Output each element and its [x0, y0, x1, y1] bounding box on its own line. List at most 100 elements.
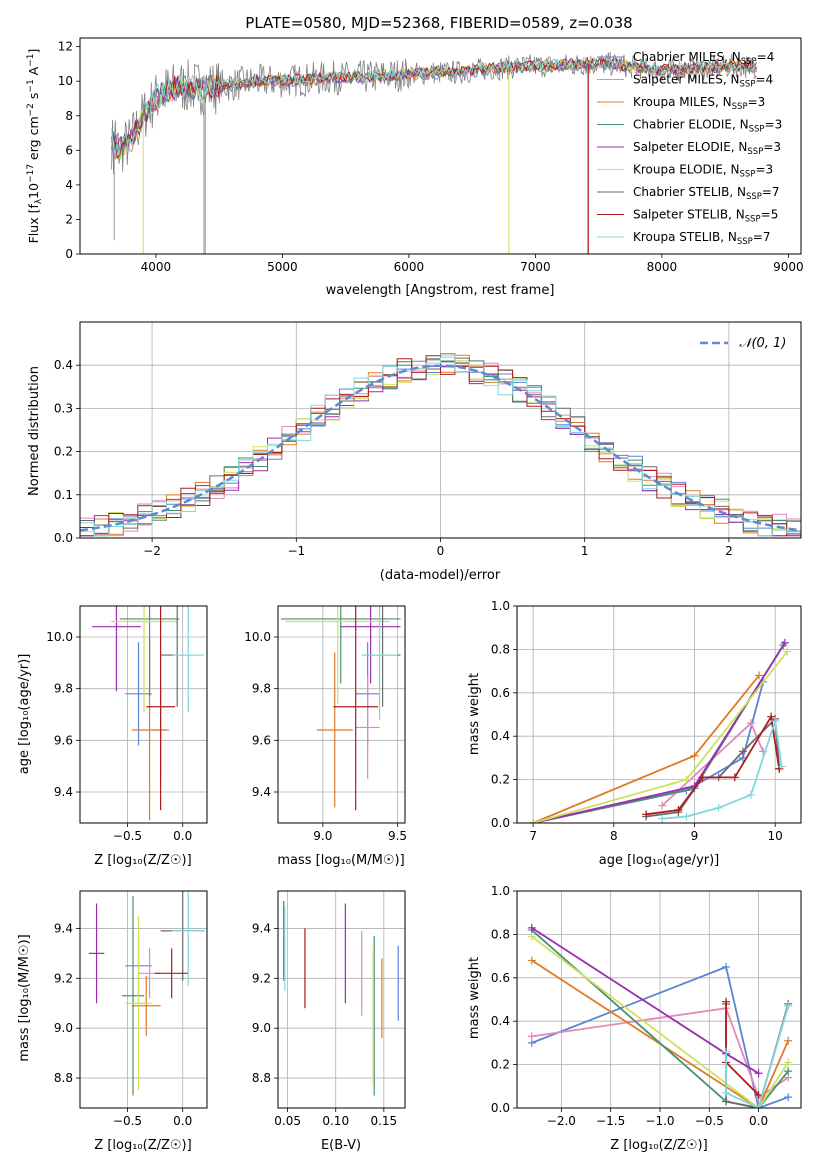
mass-weight-marker: [527, 1032, 536, 1041]
axes-frame: [79, 321, 802, 539]
axes-frame: [277, 605, 406, 824]
y-tick-label: 0.4: [491, 1014, 510, 1028]
age-vs-mass-xlabel: mass [log₁₀(M/M☉)]: [277, 853, 404, 868]
mass-weight-marker: [771, 717, 780, 726]
plot-area: [283, 900, 399, 1096]
mass-weight-marker: [783, 647, 792, 656]
mass-vs-ebv-xlabel: E(B-V): [321, 1138, 361, 1153]
y-tick-label: 1.0: [491, 884, 510, 898]
y-tick-label: 8.8: [252, 1071, 271, 1085]
y-tick-label: 9.4: [252, 921, 271, 935]
mass-weight-marker: [746, 719, 755, 728]
legend-label: Chabrier STELIB, NSSP=7: [633, 185, 780, 202]
mass-weight-marker: [754, 1069, 763, 1078]
mass-weight-marker: [698, 773, 707, 782]
y-tick-label: 0.0: [491, 1101, 510, 1115]
legend-label: 𝒩(0, 1): [739, 336, 786, 351]
mass-weight-marker: [529, 819, 538, 823]
normal-distribution-curve: [80, 364, 801, 532]
mass-weight-marker: [754, 1104, 763, 1108]
mass-weight-marker: [754, 1090, 763, 1099]
mass-weight-marker: [658, 814, 667, 823]
mass-weight-line: [725, 1005, 790, 1108]
mass-weight-line: [531, 959, 790, 1108]
residuals-xlabel: (data-model)/error: [380, 568, 501, 583]
x-tick-label: 0: [437, 544, 445, 558]
x-tick-label: 0.10: [322, 1114, 349, 1128]
mw-vs-age-ylabel: mass weight: [467, 673, 482, 755]
mass-vs-z-ylabel: mass [log₁₀(M/M☉)]: [17, 934, 32, 1061]
spectrum-legend: Chabrier MILES, NSSP=4 Salpeter MILES, NS…: [597, 50, 782, 247]
mass-weight-line: [645, 714, 781, 816]
mass-weight-marker: [714, 803, 723, 812]
y-tick-label: 8.8: [54, 1071, 73, 1085]
mass-weight-marker: [784, 1036, 793, 1045]
legend-label: Kroupa ELODIE, NSSP=3: [633, 163, 773, 180]
y-tick-label: 0.1: [54, 488, 73, 502]
mass-weight-marker: [690, 751, 699, 760]
legend-label: Chabrier ELODIE, NSSP=3: [633, 118, 782, 135]
mass-weight-marker: [746, 790, 755, 799]
x-tick-label: 0.0: [749, 1114, 768, 1128]
mass-weight-marker: [784, 1093, 793, 1102]
axes-frame: [79, 890, 208, 1109]
y-tick-label: 9.4: [54, 785, 73, 799]
mass-weight-marker: [527, 932, 536, 941]
mass-weight-line: [532, 681, 764, 823]
plot-area: [527, 923, 793, 1108]
x-tick-label: 0.0: [173, 1114, 192, 1128]
y-tick-label: 9.6: [54, 733, 73, 747]
residuals-ylabel: Normed distribution: [27, 366, 42, 496]
y-tick-label: 0.2: [491, 773, 510, 787]
x-tick-label: 2: [725, 544, 733, 558]
x-tick-label: 5000: [267, 260, 298, 274]
age-vs-metallicity-panel: Z [log₁₀(Z/Z☉)] age [log₁₀(age/yr)] −0.5…: [17, 605, 208, 868]
x-tick-label: −0.5: [113, 1114, 142, 1128]
axes-frame: [516, 605, 802, 824]
y-tick-label: 10.0: [244, 630, 271, 644]
y-tick-label: 10.0: [46, 630, 73, 644]
y-tick-label: 12: [58, 40, 73, 54]
mass-weight-marker: [722, 1047, 731, 1056]
y-tick-label: 0.4: [491, 729, 510, 743]
y-tick-label: 0.3: [54, 401, 73, 415]
x-tick-label: −0.5: [113, 829, 142, 843]
y-tick-label: 0.6: [491, 686, 510, 700]
y-tick-label: 6: [65, 143, 73, 157]
mass-weight-marker: [780, 638, 789, 647]
y-tick-label: 9.2: [54, 971, 73, 985]
legend-label: Kroupa MILES, NSSP=3: [633, 95, 765, 112]
y-tick-label: 0.2: [54, 445, 73, 459]
mass-weight-marker: [784, 1067, 793, 1076]
y-tick-label: 2: [65, 212, 73, 226]
mass-weight-marker: [674, 805, 683, 814]
y-tick-label: 0.8: [491, 642, 510, 656]
mass-weight-marker: [784, 1002, 793, 1011]
axes-frame: [516, 890, 802, 1109]
mass-weight-line: [531, 1007, 789, 1099]
axes-frame: [79, 37, 802, 255]
x-tick-label: 10: [768, 829, 783, 843]
legend-label: Salpeter STELIB, NSSP=5: [633, 208, 778, 225]
plot-area: [92, 606, 204, 821]
mass-weight-marker: [658, 801, 667, 810]
legend-label: Chabrier MILES, NSSP=4: [633, 50, 774, 67]
x-tick-label: 4000: [141, 260, 172, 274]
mass-weight-marker: [755, 671, 764, 680]
mw-vs-z-xlabel: Z [log₁₀(Z/Z☉)]: [610, 1138, 707, 1153]
spectrum-panel: PLATE=0580, MJD=52368, FIBERID=0589, z=0…: [26, 14, 804, 298]
x-tick-label: 9.5: [388, 829, 407, 843]
x-tick-label: 1: [581, 544, 589, 558]
plot-area: [280, 606, 401, 811]
spectrum-ylabel: Flux [fλ10−17 erg cm−2 s−1 A−1]: [26, 49, 44, 244]
mass-weight-vs-age-panel: age [log₁₀(age/yr)] mass weight 7 8 9 10 0.0…: [467, 599, 802, 868]
mass-vs-ebv-panel: E(B-V) 0.05 0.10 0.15 8.8 9.0 9.2 9.4: [252, 890, 406, 1153]
mass-weight-marker: [527, 923, 536, 932]
mass-weight-marker: [738, 747, 747, 756]
y-tick-label: 0.0: [54, 531, 73, 545]
mass-weight-line: [532, 674, 760, 823]
plot-area: [88, 891, 205, 1096]
y-tick-label: 9.0: [252, 1021, 271, 1035]
age-vs-z-xlabel: Z [log₁₀(Z/Z☉)]: [94, 853, 191, 868]
